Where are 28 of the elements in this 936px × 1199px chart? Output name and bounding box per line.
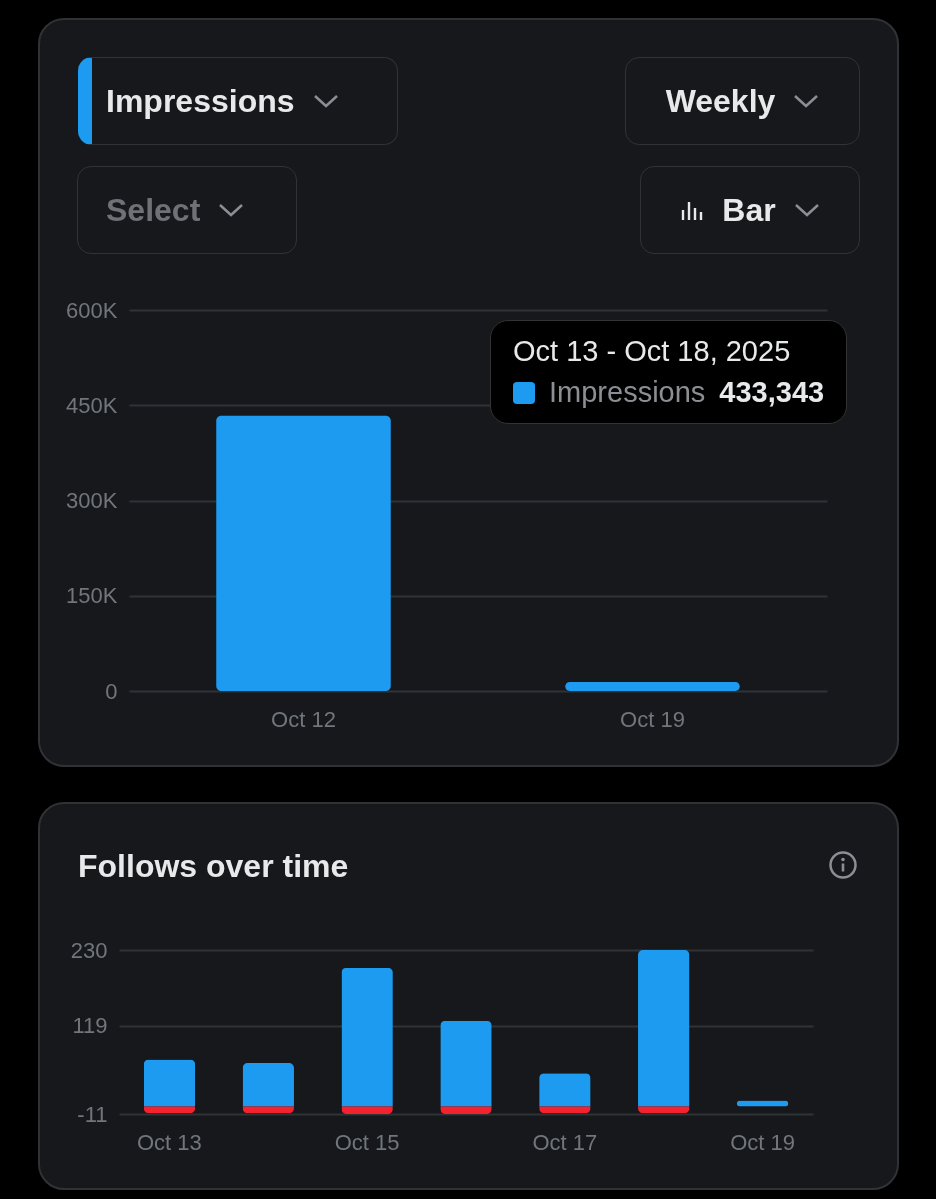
dropdown: Bar bbox=[640, 166, 860, 254]
y-tick-label: -11 bbox=[77, 1101, 108, 1127]
dropdown: Impressions bbox=[78, 57, 398, 145]
y-tick-label: 600K bbox=[66, 297, 118, 323]
bar bbox=[638, 950, 690, 1107]
x-tick-label: Oct 19 bbox=[620, 706, 685, 732]
y-tick-label: 450K bbox=[66, 392, 118, 418]
bar bbox=[539, 1073, 591, 1107]
annotation: Oct 13 - Oct 18, 2025 bbox=[513, 335, 792, 368]
y-tick-label: 0 bbox=[105, 678, 118, 704]
annotation: 433,343 bbox=[719, 376, 825, 409]
dropdown: Select bbox=[77, 166, 297, 254]
annotation: Impressions bbox=[549, 376, 706, 409]
y-tick-label: 150K bbox=[66, 583, 118, 609]
y-tick-label: 230 bbox=[70, 937, 108, 963]
y-tick-label: 300K bbox=[66, 488, 118, 513]
chart-title: Follows over time bbox=[78, 848, 349, 885]
bar bbox=[242, 1062, 294, 1107]
x-tick-label: Oct 17 bbox=[532, 1129, 598, 1155]
x-tick-label: Oct 13 bbox=[137, 1129, 202, 1155]
dropdown: Weekly bbox=[625, 57, 860, 145]
bar bbox=[341, 967, 393, 1107]
x-tick-label: Oct 15 bbox=[334, 1129, 400, 1155]
y-tick-label: 119 bbox=[72, 1013, 108, 1039]
bar bbox=[143, 1059, 196, 1107]
x-tick-label: Oct 19 bbox=[730, 1129, 795, 1155]
bar bbox=[440, 1020, 492, 1107]
x-tick-label: Oct 12 bbox=[271, 706, 336, 732]
